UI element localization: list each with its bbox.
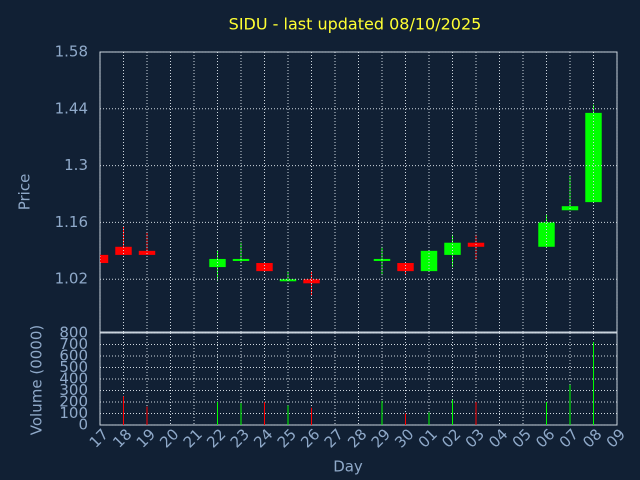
volume-bar	[146, 406, 148, 425]
y-tick-label: 700	[59, 335, 88, 353]
candle-body	[444, 242, 461, 255]
y-tick-label: 400	[59, 370, 88, 388]
y-tick-label: 300	[59, 381, 88, 399]
volume-bar	[475, 402, 477, 425]
volume-bar	[123, 396, 124, 425]
volume-bar	[428, 412, 430, 425]
candle-body	[209, 258, 226, 268]
volume-bar	[287, 405, 289, 425]
volume-bar	[311, 407, 312, 425]
volume-bar	[593, 342, 594, 425]
y-tick-label: 1.16	[55, 213, 88, 231]
y-tick-label: 1.02	[55, 270, 88, 288]
y-tick-label: 200	[59, 393, 88, 411]
x-axis-label: Day	[333, 458, 363, 476]
volume-bar	[240, 403, 242, 425]
volume-bar	[546, 402, 547, 425]
volume-bar	[452, 399, 453, 425]
y-tick-label: 600	[59, 347, 88, 365]
y-axis-label: Price	[16, 174, 34, 211]
volume-bar	[264, 402, 265, 425]
volume-bar	[569, 384, 571, 425]
candle-body	[538, 222, 555, 247]
y-tick-label: 500	[59, 358, 88, 376]
y-tick-label: 1.3	[64, 156, 88, 174]
chart-title: SIDU - last updated 08/10/2025	[229, 15, 482, 34]
candle-body	[303, 279, 320, 284]
y-tick-label: 0	[78, 416, 88, 434]
candle-body	[397, 263, 414, 272]
volume-bar	[217, 402, 218, 425]
y-tick-label: 1.44	[55, 99, 88, 117]
volume-bar	[381, 400, 383, 425]
candle-body	[420, 250, 438, 272]
y-tick-label: 800	[59, 324, 88, 342]
y-tick-label: 100	[59, 404, 88, 422]
candle-body	[256, 263, 273, 272]
y-axis-label: Volume (0000)	[28, 325, 46, 435]
y-tick-label: 1.58	[55, 43, 88, 61]
candle-body	[138, 250, 156, 255]
volume-bar	[405, 413, 406, 425]
candle-body	[100, 254, 109, 264]
